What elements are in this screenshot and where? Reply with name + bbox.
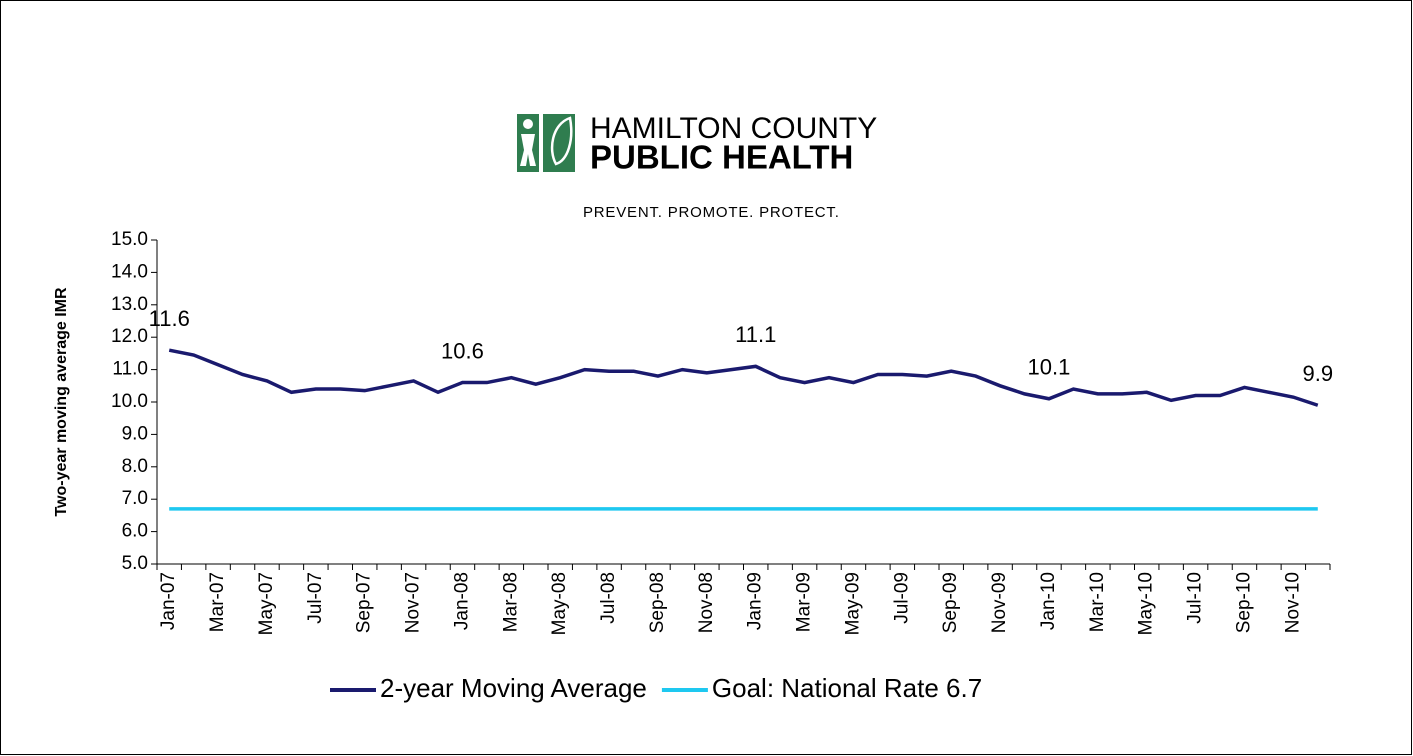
logo-head [523,119,533,129]
x-tick-label: Mar-08 [500,572,521,632]
x-tick-label: Jan-10 [1038,572,1059,630]
x-tick-label: Jul-09 [891,572,912,624]
y-tick-label: 15.0 [111,229,148,250]
x-tick-label: Nov-08 [696,572,717,633]
x-tick-label: Sep-08 [647,572,668,633]
logo-figure [520,134,536,166]
x-tick-label: Mar-10 [1087,572,1108,632]
legend-label: Goal: National Rate 6.7 [712,673,982,703]
y-tick-label: 7.0 [122,488,148,509]
x-tick-label: May-07 [256,572,277,635]
logo-tagline: PREVENT. PROMOTE. PROTECT. [583,204,840,221]
x-tick-label: May-09 [842,572,863,635]
line [168,348,1319,407]
x-tick-label: Jul-07 [305,572,326,624]
x-tick-label: Nov-10 [1282,572,1303,633]
legend-label: 2-year Moving Average [380,673,647,703]
data-label: 10.6 [441,338,484,363]
x-tick-label: Jan-07 [158,572,179,630]
x-tick-label: Jul-10 [1185,572,1206,624]
x-tick-label: Sep-07 [354,572,375,633]
x-tick-label: May-10 [1136,572,1157,635]
y-tick-label: 11.0 [112,359,148,380]
data-label: 11.6 [149,306,190,331]
y-tick-label: 5.0 [122,553,148,574]
x-tick-label: Jan-09 [745,572,766,630]
x-tick-label: Sep-10 [1233,572,1254,633]
x-tick-label: Sep-09 [940,572,961,633]
data-label: 11.1 [735,322,776,347]
logo-leaf [550,116,573,166]
x-tick-label: Nov-07 [403,572,424,633]
x-tick-label: Mar-07 [207,572,228,632]
logo-line2: PUBLIC HEALTH [590,139,853,176]
logo-line1: HAMILTON COUNTY [590,112,877,145]
x-tick-label: May-08 [549,572,570,635]
y-tick-label: 12.0 [111,326,148,347]
y-tick-label: 8.0 [122,456,148,477]
y-tick-label: 13.0 [111,294,148,315]
data-label: 10.1 [1028,355,1071,380]
y-axis-label: Two-year moving average IMR [53,287,70,517]
data-label: 9.9 [1302,361,1333,386]
y-tick-label: 10.0 [111,391,148,412]
x-tick-label: Mar-09 [794,572,815,632]
y-tick-label: 6.0 [122,521,148,542]
y-tick-label: 14.0 [111,261,148,282]
y-tick-label: 9.0 [122,423,148,444]
x-tick-label: Nov-09 [989,572,1010,633]
x-tick-label: Jan-08 [451,572,472,630]
x-tick-label: Jul-08 [598,572,619,624]
logo: HAMILTON COUNTY PUBLIC HEALTH PREVENT. P… [517,112,877,221]
